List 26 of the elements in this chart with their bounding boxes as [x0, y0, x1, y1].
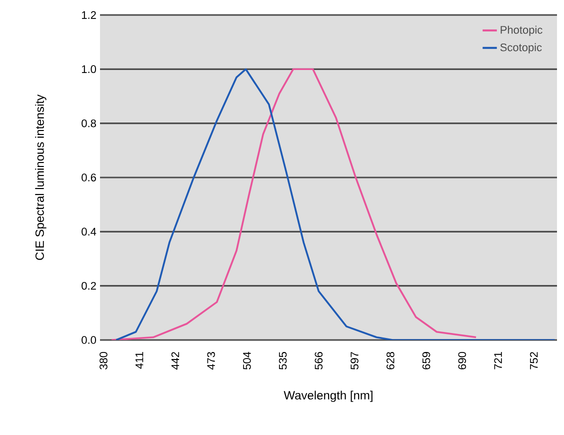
y-tick-label: 0.8	[82, 119, 96, 128]
x-tick-label: 566	[314, 352, 323, 370]
x-tick-label: 473	[207, 352, 215, 370]
x-tick-label: 659	[422, 352, 430, 370]
x-tick-label: 597	[350, 352, 358, 370]
x-tick-label: 535	[278, 352, 287, 370]
x-tick-label: 690	[458, 352, 466, 370]
x-tick-label: 442	[171, 352, 180, 370]
legend-label: Photopic	[500, 26, 542, 36]
y-tick-label: 1.0	[82, 65, 96, 74]
y-tick-label: 0.4	[82, 228, 96, 236]
legend-label: Scotopic	[500, 43, 542, 54]
y-tick-label: 0.6	[82, 174, 96, 182]
x-tick-label: 721	[494, 352, 502, 370]
y-tick-label: 0.2	[82, 282, 96, 290]
x-tick-label: 752	[530, 352, 538, 370]
y-tick-label: 0.0	[82, 336, 96, 344]
x-tick-label: 411	[136, 352, 144, 369]
x-tick-label: 380	[100, 352, 108, 370]
y-tick-label: 1.2	[82, 11, 96, 19]
x-tick-label: 628	[386, 352, 394, 370]
x-axis-title: Wavelength [nm]	[284, 390, 372, 402]
line-series	[110, 68, 477, 340]
line-series	[115, 68, 556, 340]
x-tick-label: 504	[243, 352, 251, 370]
y-axis-title: CIE Spectral luminous intensity	[35, 94, 46, 260]
